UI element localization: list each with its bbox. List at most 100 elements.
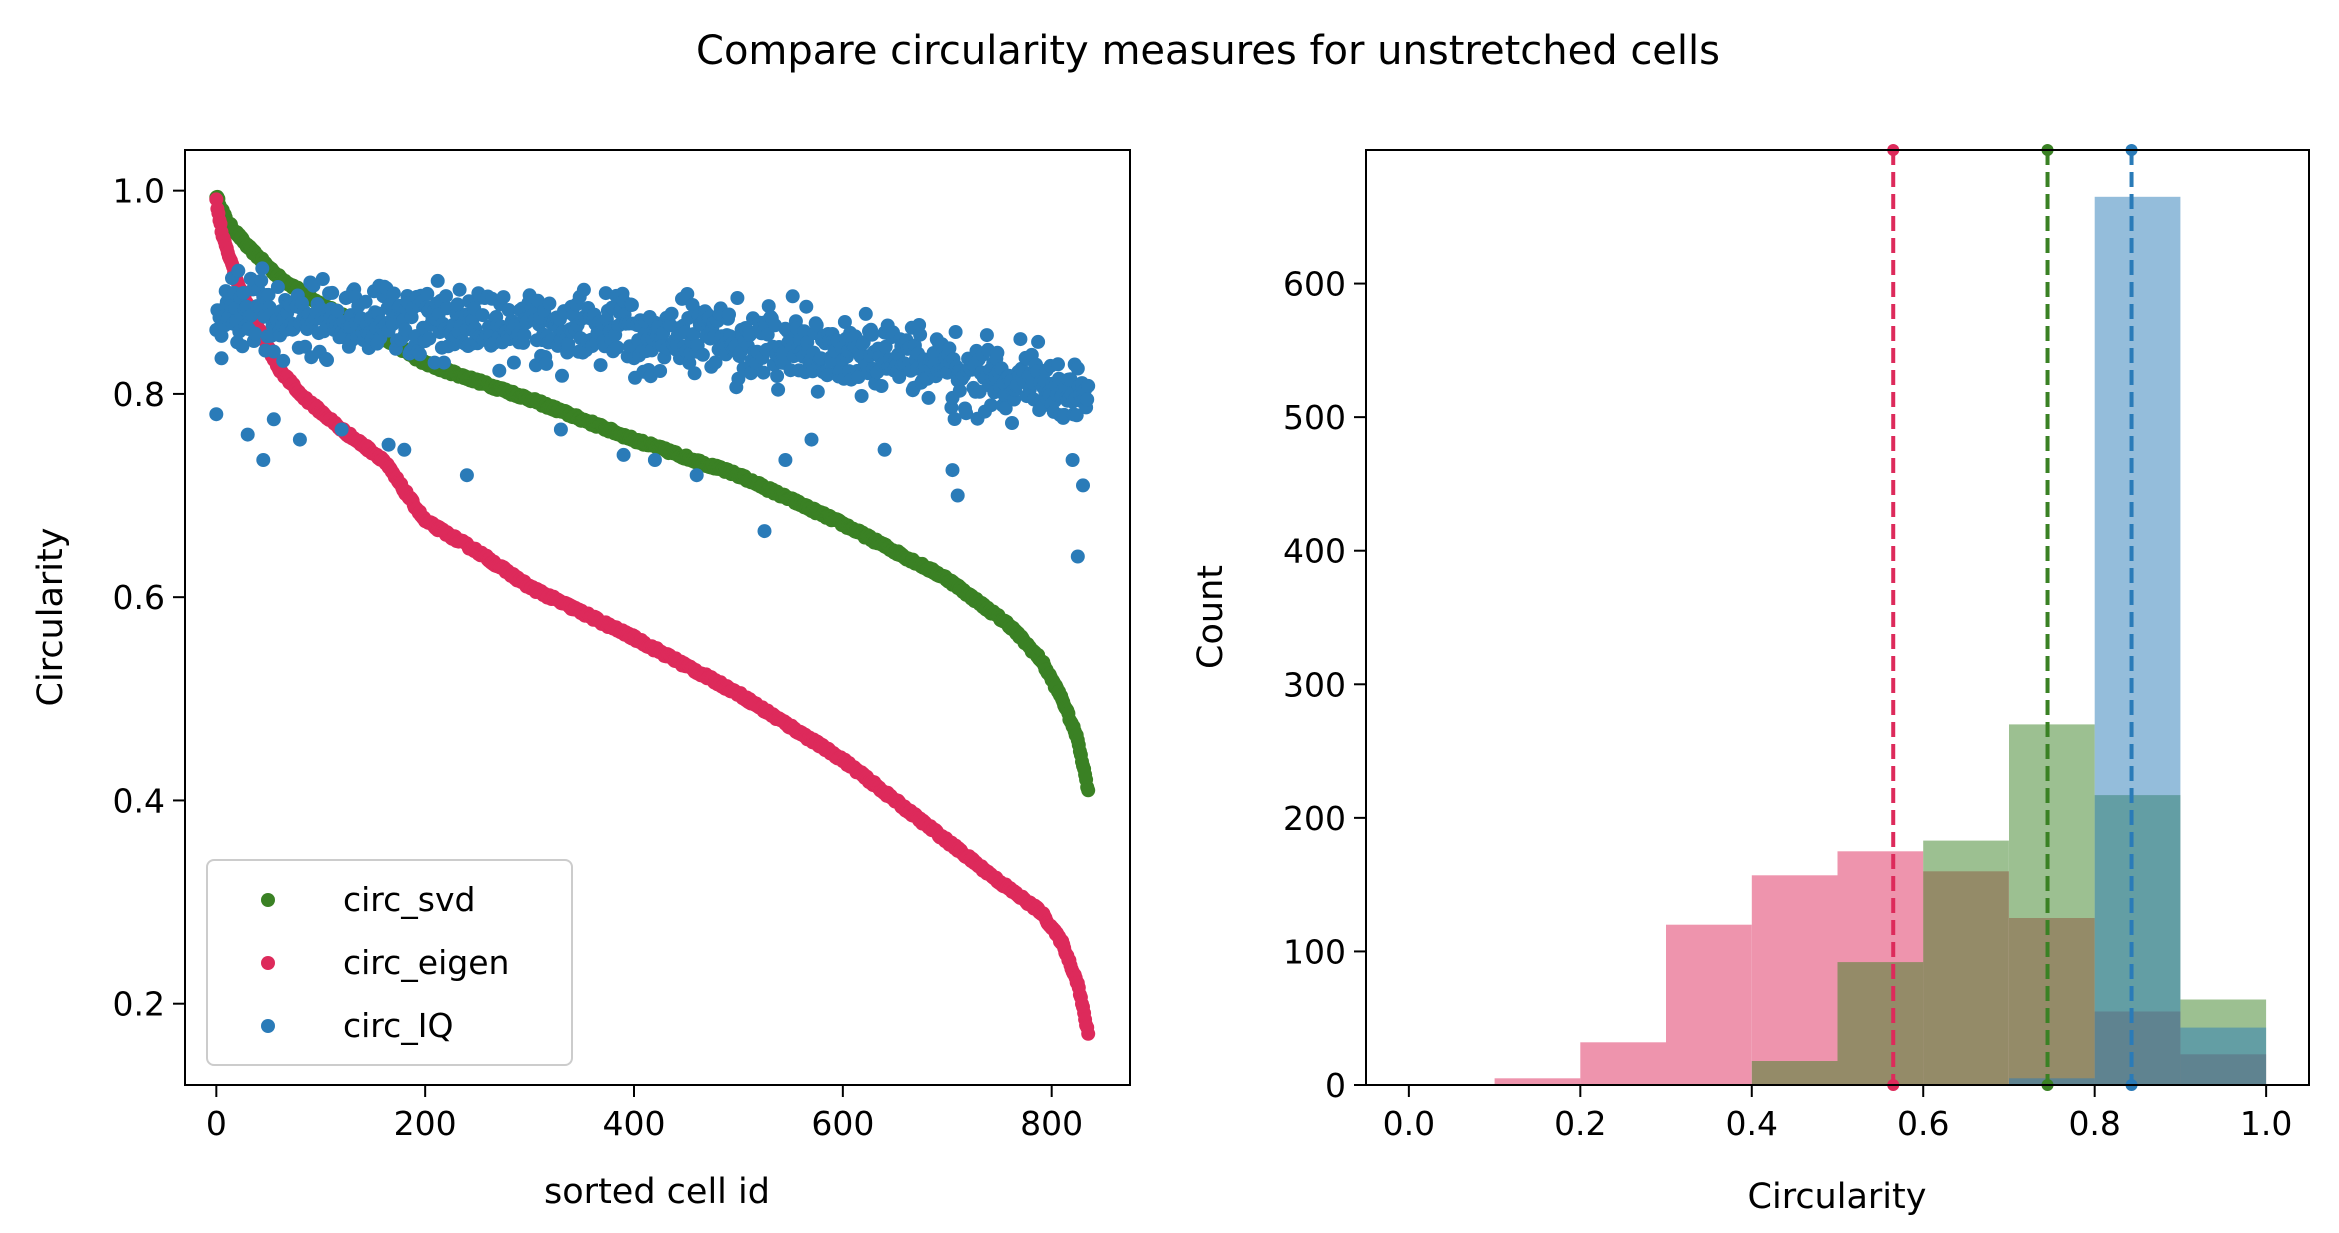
- point-circ-iq: [452, 282, 467, 297]
- point-circ-iq-outlier: [459, 468, 474, 483]
- point-circ-iq: [248, 326, 262, 341]
- x-tick-label: 0.4: [1726, 1104, 1778, 1143]
- point-circ-iq: [785, 289, 800, 304]
- legend-label-circ-svd: circ_svd: [343, 880, 475, 919]
- histogram-bars: [1494, 196, 2267, 1086]
- point-circ-iq: [771, 382, 786, 397]
- hist-bar: [1751, 875, 1838, 1085]
- point-circ-iq: [730, 291, 745, 305]
- hist-bar: [2009, 724, 2095, 1085]
- point-circ-iq-outlier: [553, 422, 568, 437]
- hist-bar: [1666, 924, 1752, 1085]
- hist-bar: [2180, 1027, 2267, 1085]
- point-circ-iq: [561, 336, 576, 351]
- point-circ-iq-outlier: [292, 432, 307, 447]
- legend-label-circ-eigen: circ_eigen: [343, 943, 509, 982]
- scatter-axes-frame: [184, 149, 1131, 1086]
- point-circ-iq: [261, 287, 276, 302]
- x-tick-label: 200: [394, 1104, 457, 1143]
- point-circ-iq: [330, 303, 345, 318]
- point-circ-iq-outlier: [647, 453, 662, 467]
- histogram-x-ticks: 0.0 0.2 0.4 0.6 0.8 1.0: [1383, 1085, 2292, 1143]
- point-circ-iq: [708, 355, 723, 370]
- histogram-x-axis-label: Circularity: [1748, 1177, 1927, 1217]
- point-circ-iq: [998, 401, 1013, 416]
- point-circ-iq: [235, 339, 250, 354]
- point-circ-iq: [598, 286, 613, 301]
- scatter-x-axis-label: sorted cell id: [544, 1172, 770, 1212]
- point-circ-iq: [610, 340, 625, 355]
- point-circ-iq: [450, 297, 465, 312]
- point-circ-iq: [687, 366, 702, 381]
- point-circ-iq: [475, 308, 490, 323]
- point-circ-iq: [270, 280, 285, 294]
- point-circ-iq: [942, 341, 957, 356]
- point-circ-iq-outlier: [778, 453, 793, 467]
- hist-bar: [1494, 1078, 1581, 1085]
- point-circ-iq: [542, 296, 557, 311]
- point-circ-iq: [530, 293, 545, 308]
- scatter-y-axis-label: Circularity: [31, 528, 71, 707]
- point-circ-iq: [496, 290, 511, 305]
- legend-box: [206, 859, 573, 1066]
- point-circ-iq: [984, 398, 999, 413]
- point-circ-iq: [254, 273, 269, 288]
- x-tick-label: 800: [1020, 1104, 1083, 1143]
- point-circ-iq: [266, 344, 281, 359]
- x-tick-label: 0.0: [1383, 1104, 1435, 1143]
- point-circ-iq: [506, 355, 521, 370]
- point-circ-iq-outlier: [950, 488, 965, 503]
- point-circ-eigen: [1081, 1026, 1096, 1041]
- point-circ-iq: [858, 306, 873, 321]
- point-circ-iq: [921, 390, 936, 405]
- hist-bar: [1923, 840, 2009, 1085]
- x-tick-label: 600: [811, 1104, 874, 1143]
- point-circ-iq-outlier: [381, 437, 396, 452]
- point-circ-iq: [799, 299, 814, 314]
- point-circ-iq: [624, 298, 639, 312]
- point-circ-iq: [854, 389, 869, 403]
- point-circ-iq: [731, 371, 746, 386]
- point-circ-iq: [761, 299, 776, 314]
- y-tick-label: 0.8: [113, 375, 165, 414]
- y-tick-label: 0: [1325, 1066, 1346, 1105]
- point-circ-iq-outlier: [945, 463, 960, 478]
- scatter-y-ticks: 0.2 0.4 0.6 0.8 1.0: [113, 172, 185, 1024]
- point-circ-iq: [913, 327, 928, 342]
- point-circ-iq-outlier: [397, 442, 412, 457]
- histogram-y-ticks: 0 100 200 300 400 500 600: [1283, 265, 1366, 1105]
- x-tick-label: 400: [603, 1104, 666, 1143]
- point-circ-iq-outlier: [689, 468, 704, 483]
- point-circ-iq: [214, 328, 229, 343]
- point-circ-iq-outlier: [240, 427, 255, 442]
- point-circ-iq-outlier: [804, 432, 819, 447]
- legend-marker-circ-svd: [261, 893, 275, 907]
- x-tick-label: 0.8: [2068, 1104, 2120, 1143]
- point-circ-iq: [770, 369, 785, 383]
- point-circ-iq-outlier: [256, 453, 271, 467]
- point-circ-svd: [1081, 783, 1096, 798]
- point-circ-iq: [979, 328, 994, 343]
- point-circ-iq-outlier: [757, 524, 772, 539]
- point-circ-iq: [255, 261, 270, 276]
- point-circ-iq: [947, 412, 962, 426]
- x-tick-label: 0.2: [1554, 1104, 1606, 1143]
- legend-marker-circ-iq: [261, 1019, 275, 1033]
- legend-label-circ-iq: circ_IQ: [343, 1006, 454, 1045]
- point-circ-iq: [797, 324, 812, 339]
- point-circ-iq: [756, 365, 771, 380]
- y-tick-label: 500: [1283, 398, 1346, 437]
- point-circ-iq: [539, 356, 554, 371]
- scatter-panel: 0 200 400 600 800 0.2 0.4 0.6 0.8 1.0 sorted cel…: [31, 149, 1131, 1212]
- y-tick-label: 0.6: [113, 578, 165, 617]
- legend: circ_svd circ_eigen circ_IQ: [206, 859, 573, 1066]
- legend-marker-circ-eigen: [261, 956, 275, 970]
- y-tick-label: 0.4: [113, 781, 165, 820]
- point-circ-iq: [412, 347, 427, 362]
- point-circ-iq: [1013, 332, 1028, 347]
- point-circ-iq: [664, 306, 679, 321]
- point-circ-iq: [576, 282, 591, 297]
- hist-bar: [1580, 1042, 1666, 1085]
- y-tick-label: 300: [1283, 665, 1346, 704]
